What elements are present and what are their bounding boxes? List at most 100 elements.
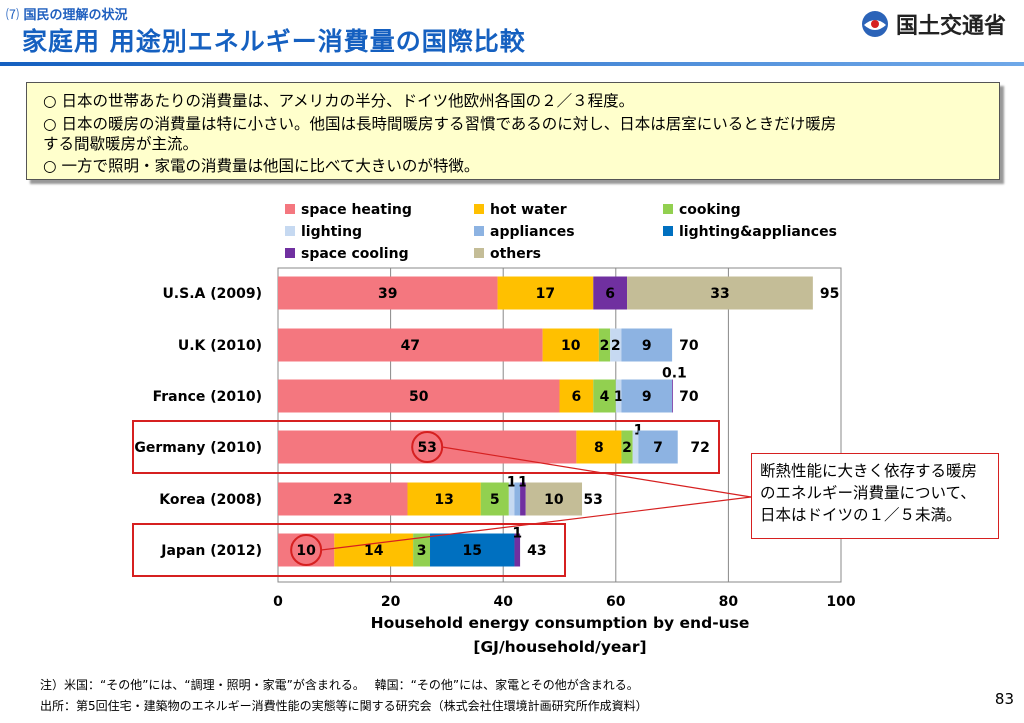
legend-swatch xyxy=(285,226,295,236)
source-note: 出所：第5回住宅・建築物のエネルギー消費性能の実態等に関する研究会（株式会社住環… xyxy=(40,699,648,713)
category-label: Japan (2012) xyxy=(160,543,262,559)
legend-label: lighting xyxy=(301,224,362,240)
bar-segment xyxy=(576,430,622,464)
x-axis-label: Household energy consumption by end-use xyxy=(371,614,750,632)
data-label: 53 xyxy=(417,440,436,456)
data-label: 0.1 xyxy=(662,366,687,382)
legend-swatch xyxy=(663,226,673,236)
bar-segment xyxy=(632,430,639,464)
section-label: ⑺ 国民の理解の状況 xyxy=(6,4,128,23)
legend-label: space cooling xyxy=(301,246,409,262)
data-label: 17 xyxy=(536,286,555,302)
summary-box: ○ 日本の世帯あたりの消費量は、アメリカの半分、ドイツ他欧州各国の２／３程度。 … xyxy=(26,82,1000,180)
legend-label: space heating xyxy=(301,202,412,218)
legend-swatch xyxy=(285,204,295,214)
data-label: 10 xyxy=(544,492,564,508)
legend-swatch xyxy=(663,204,673,214)
total-label: 72 xyxy=(690,440,709,456)
legend-label: lighting&appliances xyxy=(679,224,837,240)
data-label: 47 xyxy=(401,338,420,354)
data-label: 8 xyxy=(594,440,604,456)
legend-label: hot water xyxy=(490,202,567,218)
bar-segment xyxy=(621,379,673,413)
mlit-emblem-icon xyxy=(861,11,888,37)
bar-segment xyxy=(278,482,408,516)
bar-segment xyxy=(520,482,526,516)
data-label: 3 xyxy=(417,543,427,559)
x-tick-label: 0 xyxy=(273,594,283,610)
ministry-logo: 国土交通省 xyxy=(860,8,1006,40)
data-label: 1 xyxy=(512,526,522,542)
bar-segment xyxy=(278,379,560,413)
summary-line: する間歇暖房が主流。 xyxy=(43,135,199,153)
bar-segment xyxy=(514,533,521,567)
bar-segment xyxy=(559,379,594,413)
bar-segment xyxy=(430,533,515,567)
data-label: 23 xyxy=(333,492,352,508)
bar-segment xyxy=(621,430,633,464)
bar-segment xyxy=(334,533,414,567)
legend-label: others xyxy=(490,246,541,262)
bar-segment xyxy=(278,328,543,362)
bar-segment xyxy=(480,482,509,516)
data-label: 2 xyxy=(622,440,632,456)
bar-segment xyxy=(615,379,622,413)
highlight-box xyxy=(132,420,720,474)
x-tick-label: 40 xyxy=(493,594,513,610)
bar-segment xyxy=(525,482,583,516)
data-label: 2 xyxy=(600,338,610,354)
data-label: 39 xyxy=(378,286,397,302)
bar-segment xyxy=(413,533,431,567)
total-label: 95 xyxy=(820,286,839,302)
data-label: 33 xyxy=(710,286,729,302)
bar-segment xyxy=(672,379,673,413)
legend-label: appliances xyxy=(490,224,575,240)
bar-segment xyxy=(621,328,673,362)
title-underline xyxy=(0,62,1024,66)
callout-line: 断熱性能に大きく依存する暖房 xyxy=(760,462,978,480)
highlight-box xyxy=(132,523,566,577)
total-label: 53 xyxy=(583,492,602,508)
data-label: 4 xyxy=(600,389,610,405)
x-axis-unit: [GJ/household/year] xyxy=(473,638,646,656)
total-label: 70 xyxy=(679,389,699,405)
stacked-bar-chart: 0 20 40 60 80 100 Household energy consumption… xyxy=(132,202,856,656)
bar-segment xyxy=(497,276,594,310)
legend-label: cooking xyxy=(679,202,741,218)
total-label: 43 xyxy=(527,543,546,559)
bar-segment xyxy=(508,482,515,516)
category-label: France (2010) xyxy=(153,389,262,405)
x-tick-label: 20 xyxy=(381,594,401,610)
data-label: 50 xyxy=(409,389,429,405)
bar-segment xyxy=(542,328,599,362)
x-tick-label: 100 xyxy=(826,594,855,610)
bar-segment xyxy=(638,430,678,464)
data-label: 15 xyxy=(462,543,481,559)
section-number: ⑺ xyxy=(6,8,20,23)
summary-line: ○ 一方で照明・家電の消費量は他国に比べて大きいのが特徴。 xyxy=(43,157,480,175)
plot-frame xyxy=(277,267,842,583)
legend-swatch xyxy=(474,226,484,236)
legend-swatch xyxy=(474,204,484,214)
legend-swatch xyxy=(474,248,484,258)
ministry-name: 国土交通省 xyxy=(895,14,1006,39)
callout-connector xyxy=(442,446,752,498)
data-label: 10 xyxy=(296,543,316,559)
category-label: U.S.A (2009) xyxy=(162,286,262,302)
bar-segment xyxy=(514,482,521,516)
bar-segment xyxy=(598,328,611,362)
data-label: 7 xyxy=(653,440,663,456)
data-label: 6 xyxy=(572,389,582,405)
category-label: U.K (2010) xyxy=(178,338,262,354)
callout-box: 断熱性能に大きく依存する暖房 のエネルギー消費量について、 日本はドイツの１／５… xyxy=(751,453,999,539)
bar-segment xyxy=(278,276,498,310)
bar-segment xyxy=(593,379,616,413)
summary-line: ○ 日本の暖房の消費量は特に小さい。他国は長時間暖房する習慣であるのに対し、日本… xyxy=(43,115,837,133)
data-label: 13 xyxy=(434,492,453,508)
x-tick-label: 60 xyxy=(606,594,626,610)
data-label: 1 xyxy=(507,475,517,491)
data-label: 2 xyxy=(611,338,621,354)
data-label: 1 xyxy=(518,475,528,491)
callout-connector xyxy=(321,496,752,551)
page-number: 83 xyxy=(994,690,1014,708)
